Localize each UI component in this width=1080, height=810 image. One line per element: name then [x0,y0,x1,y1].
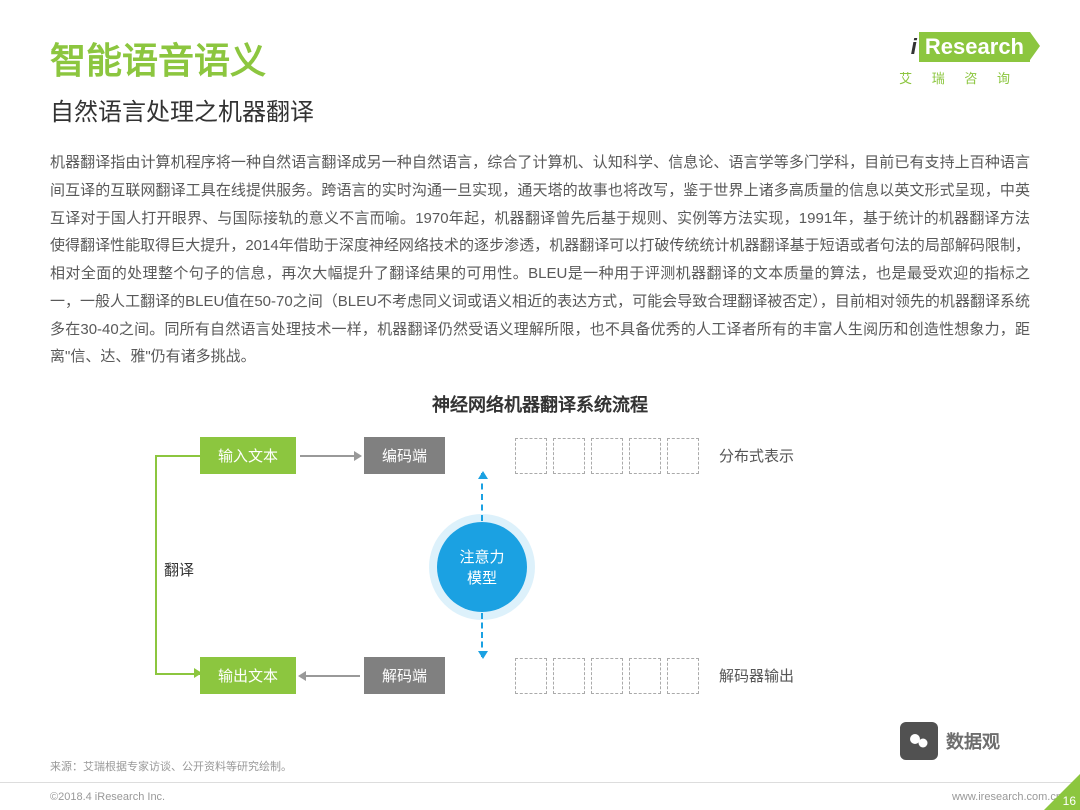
attention-text2: 模型 [467,567,497,588]
distributed-boxes-bottom [515,658,699,694]
dash-box [553,658,585,694]
encoder-box: 编码端 [364,437,445,474]
attention-circle: 注意力 模型 [437,522,527,612]
translate-label: 翻译 [160,557,198,582]
input-text-box: 输入文本 [200,437,296,474]
dash-box [591,438,623,474]
title-block: 智能语音语义 自然语言处理之机器翻译 [50,32,899,127]
header: 智能语音语义 自然语言处理之机器翻译 i Research 艾 瑞 咨 询 [0,0,1080,137]
decoder-row: 输出文本 解码端 解码器输出 [200,657,794,694]
copyright: ©2018.4 iResearch Inc. [50,791,165,803]
distributed-boxes-top [515,438,699,474]
diagram-title: 神经网络机器翻译系统流程 [0,391,1080,417]
main-title: 智能语音语义 [50,32,899,84]
decoder-output-label: 解码器输出 [719,665,794,686]
attention-text1: 注意力 [459,546,504,567]
watermark-text: 数据观 [946,728,1000,754]
wechat-icon [900,722,938,760]
slide: 智能语音语义 自然语言处理之机器翻译 i Research 艾 瑞 咨 询 机器… [0,0,1080,810]
dash-box [629,438,661,474]
iresearch-logo: i Research [899,32,1030,62]
dash-box [553,438,585,474]
encoder-row: 输入文本 编码端 分布式表示 [200,437,794,474]
dash-box [629,658,661,694]
attention-arrow-up [481,473,483,521]
arrow-icon [300,455,360,457]
dash-box [515,658,547,694]
logo-text: Research [919,32,1030,62]
dash-box [591,658,623,694]
page-number: 16 [1063,794,1076,808]
dash-box [515,438,547,474]
arrow-icon [300,675,360,677]
source-note: 来源：艾瑞根据专家访谈、公开资料等研究绘制。 [50,758,292,774]
body-paragraph: 机器翻译指由计算机程序将一种自然语言翻译成另一种自然语言，综合了计算机、认知科学… [0,137,1080,381]
attention-arrow-down [481,613,483,657]
logo-prefix: i [911,34,917,60]
logo-subtitle: 艾 瑞 咨 询 [899,68,1018,87]
output-text-box: 输出文本 [200,657,296,694]
footer: ©2018.4 iResearch Inc. www.iresearch.com… [0,782,1080,810]
flow-diagram: 翻译 输入文本 编码端 分布式表示 注意力 模型 输出文本 解码端 [0,437,1080,707]
watermark: 数据观 [900,722,1000,760]
decoder-box: 解码端 [364,657,445,694]
dash-box [667,658,699,694]
logo-block: i Research 艾 瑞 咨 询 [899,32,1030,87]
sub-title: 自然语言处理之机器翻译 [50,92,899,127]
dist-repr-label: 分布式表示 [719,445,794,466]
dash-box [667,438,699,474]
